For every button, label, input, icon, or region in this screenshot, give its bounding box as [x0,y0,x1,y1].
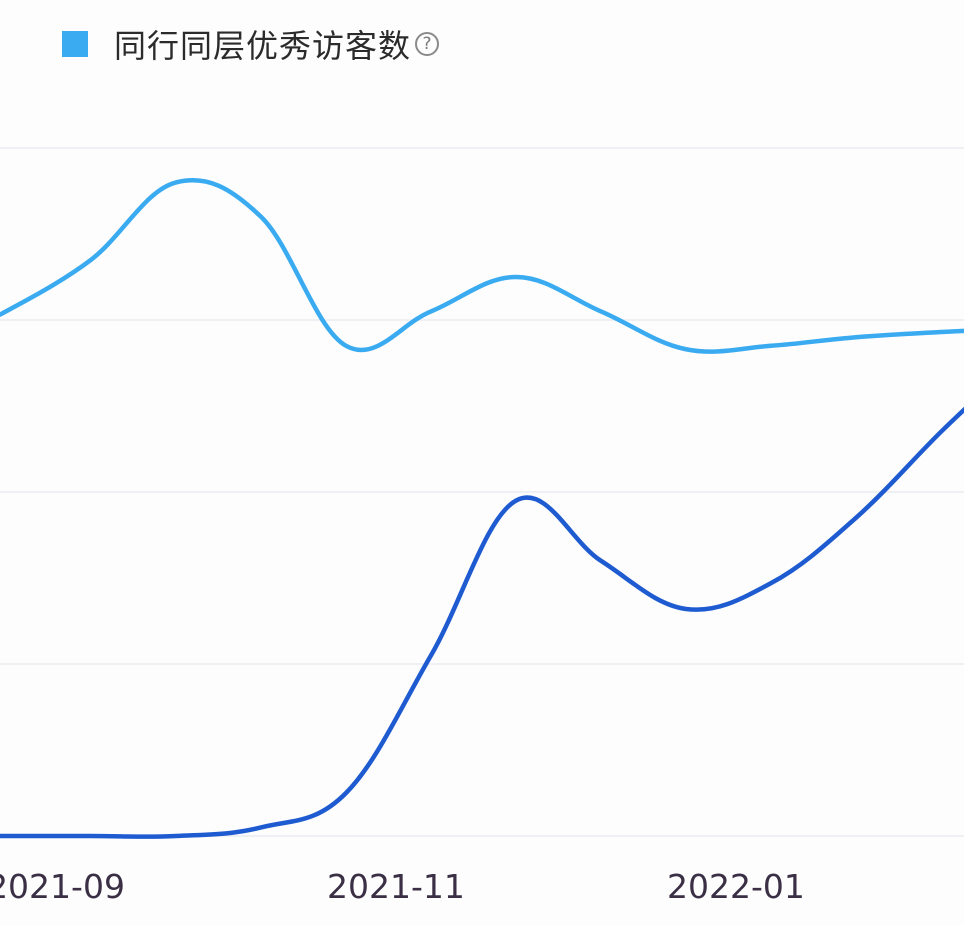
x-axis-tick-labels: 2021-09 2021-11 2022-01 [0,867,805,906]
x-tick-label: 2022-01 [667,867,805,906]
series-line-visitors[interactable] [0,368,964,839]
question-circle-icon[interactable]: ? [415,32,440,56]
series-line-excellent-visitors[interactable] [0,177,964,354]
legend[interactable]: 同行同层优秀访客数 ? [62,24,440,65]
legend-swatch [62,31,88,57]
grid-lines [0,147,964,837]
legend-label: 同行同层优秀访客数 [114,27,412,65]
x-tick-label: 2021-09 [0,867,125,906]
series-lines [0,177,964,839]
x-tick-label: 2021-11 [327,867,465,906]
